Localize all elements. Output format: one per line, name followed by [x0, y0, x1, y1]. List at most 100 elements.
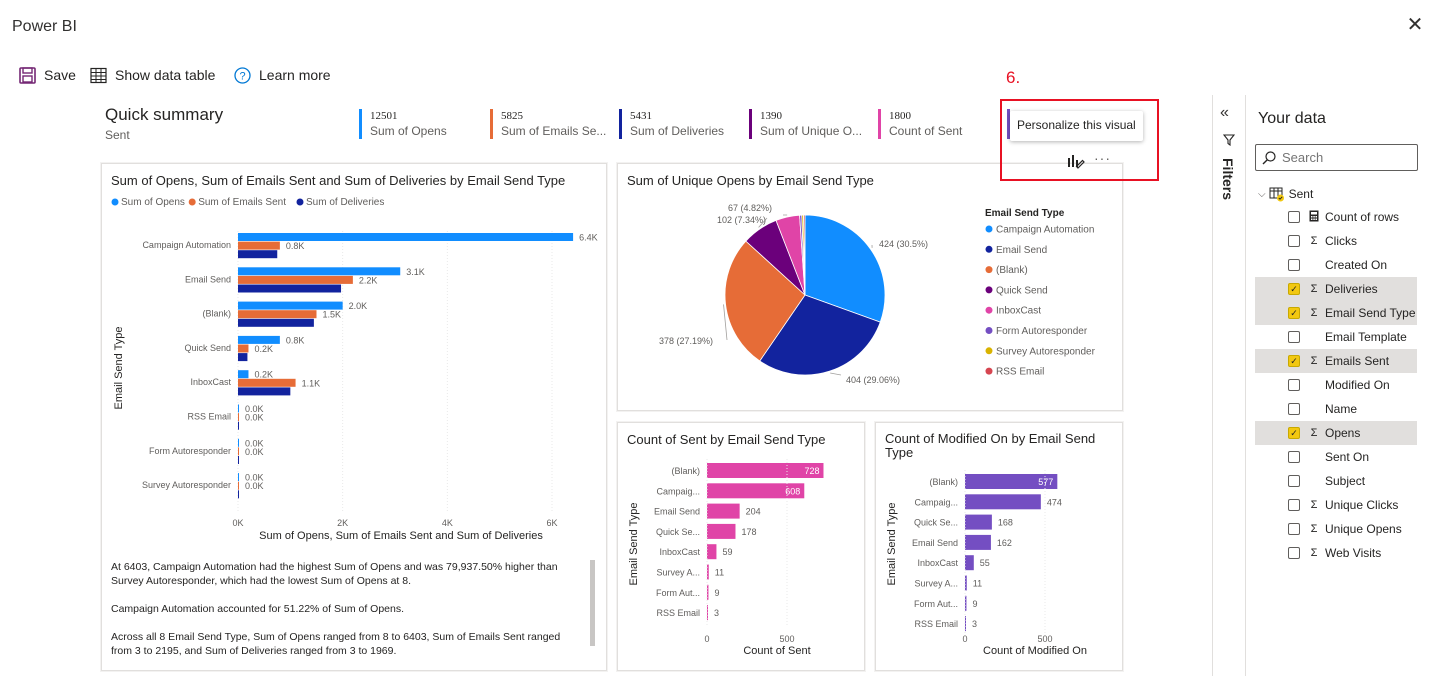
field-item[interactable]: Σ Unique Clicks — [1255, 493, 1417, 517]
checkbox[interactable] — [1288, 451, 1300, 463]
table-node-sent[interactable]: ⌵ Sent — [1258, 184, 1313, 204]
checkbox-checked[interactable]: ✓ — [1288, 307, 1300, 319]
y-tick-label: (Blank) — [671, 466, 700, 476]
legend-marker — [985, 327, 993, 334]
field-item[interactable]: Sent On — [1255, 445, 1417, 469]
field-item[interactable]: Subject — [1255, 469, 1417, 493]
legend-label: Email Send — [996, 245, 1047, 256]
chevron-down-icon[interactable]: ⌵ — [1258, 188, 1266, 200]
checkbox[interactable] — [1288, 475, 1300, 487]
field-item[interactable]: ✓ Σ Emails Sent — [1255, 349, 1417, 373]
bar — [707, 544, 717, 560]
y-tick-label: Survey A... — [656, 568, 700, 578]
checkbox[interactable] — [1288, 403, 1300, 415]
y-tick-label: RSS Email — [656, 608, 700, 618]
checkbox-checked[interactable]: ✓ — [1288, 427, 1300, 439]
legend-marker — [985, 367, 993, 375]
pie-slice — [804, 214, 886, 323]
check-icon: ✓ — [1290, 307, 1298, 318]
checkbox[interactable] — [1288, 379, 1300, 391]
legend-marker — [296, 198, 304, 206]
field-item[interactable]: Created On — [1255, 253, 1417, 277]
leader-line — [758, 217, 768, 228]
x-axis-title: Count of Modified On — [983, 645, 1087, 657]
narrative-scrollbar[interactable] — [590, 560, 595, 646]
data-label: 0.0K — [245, 438, 264, 448]
checkbox[interactable] — [1288, 331, 1300, 343]
checkbox[interactable] — [1288, 523, 1300, 535]
data-label: 11 — [973, 579, 982, 589]
data-label: 102 (7.34%) — [717, 215, 766, 225]
data-label: 178 — [741, 527, 756, 537]
y-tick-label: InboxCast — [659, 547, 700, 557]
bar — [238, 275, 353, 284]
filter-icon[interactable] — [1223, 134, 1235, 146]
x-tick-label: 4K — [442, 518, 453, 528]
checkbox[interactable] — [1288, 235, 1300, 247]
field-search[interactable] — [1255, 144, 1418, 171]
bar — [707, 463, 824, 478]
field-label: Clicks — [1325, 234, 1357, 248]
data-label: 0.0K — [245, 481, 264, 491]
legend-marker — [985, 347, 993, 355]
field-item[interactable]: Name — [1255, 397, 1417, 421]
learn-more-button[interactable]: ? Learn more — [234, 64, 331, 86]
collapse-pane-icon[interactable]: « — [1220, 104, 1229, 121]
bar — [965, 474, 1058, 489]
more-options-icon[interactable]: ··· — [1094, 150, 1111, 166]
data-label: 0.2K — [254, 344, 273, 354]
field-item[interactable]: Σ Unique Opens — [1255, 517, 1417, 541]
legend-label: Quick Send — [996, 285, 1048, 296]
data-label: 162 — [997, 538, 1012, 548]
kpi-card[interactable]: 12501 Sum of Opens — [359, 109, 477, 139]
narrative-paragraph: Across all 8 Email Send Type, Sum of Ope… — [111, 631, 561, 657]
count-of-modified-visual[interactable]: Count of Modified On by Email Send Type — [875, 422, 1123, 671]
kpi-card[interactable]: 5825 Sum of Emails Se... — [490, 109, 608, 139]
data-label: 577 — [1038, 477, 1053, 487]
checkbox[interactable] — [1288, 547, 1300, 559]
filters-pane-tab[interactable]: Filters — [1212, 158, 1246, 218]
checkbox-checked[interactable]: ✓ — [1288, 283, 1300, 295]
save-button[interactable]: Save — [19, 64, 76, 86]
legend-label: Sum of Emails Sent — [198, 197, 286, 208]
field-item[interactable]: Modified On — [1255, 373, 1417, 397]
field-label: Email Template — [1325, 330, 1407, 344]
field-item[interactable]: ✓ Σ Opens — [1255, 421, 1417, 445]
search-input[interactable] — [1282, 150, 1402, 165]
field-item[interactable]: Σ Clicks — [1255, 229, 1417, 253]
close-button[interactable]: ✕ — [1406, 14, 1424, 36]
legend-label: Sum of Deliveries — [306, 197, 384, 208]
checkbox[interactable] — [1288, 499, 1300, 511]
data-label: 168 — [998, 518, 1013, 528]
bar — [707, 503, 740, 519]
x-tick-label: 500 — [779, 634, 794, 644]
field-item[interactable]: Count of rows — [1255, 205, 1417, 229]
kpi-card[interactable]: 1390 Sum of Unique O... — [749, 109, 867, 139]
kpi-card[interactable]: 1800 Count of Sent — [878, 109, 978, 139]
field-item[interactable]: Email Template — [1255, 325, 1417, 349]
pie-slice — [803, 214, 806, 296]
personalize-visual-icon[interactable] — [1065, 152, 1085, 170]
field-item[interactable]: Σ Web Visits — [1255, 541, 1417, 565]
count-of-modified-chart: (Blank) 577 Campaig... 474 Quick Se... 168 Ema… — [886, 470, 1087, 657]
field-label: Unique Opens — [1325, 522, 1402, 536]
checkbox[interactable] — [1288, 259, 1300, 271]
data-label: 0.8K — [286, 241, 305, 251]
field-label: Count of rows — [1325, 210, 1400, 224]
kpi-value: 5825 — [501, 110, 523, 122]
clustered-bar-visual[interactable]: Sum of Opens, Sum of Emails Sent and Sum… — [101, 163, 607, 671]
checkbox-checked[interactable]: ✓ — [1288, 355, 1300, 367]
kpi-card[interactable]: 5431 Sum of Deliveries — [619, 109, 737, 139]
bar — [238, 421, 239, 430]
legend-label: Campaign Automation — [996, 225, 1094, 236]
bar — [238, 353, 248, 362]
bar — [238, 378, 296, 387]
pie-slice — [724, 240, 806, 362]
count-of-sent-visual[interactable]: Count of Sent by Email Send Type — [617, 422, 865, 671]
checkbox[interactable] — [1288, 211, 1300, 223]
data-label: 59 — [722, 547, 732, 557]
show-data-table-button[interactable]: Show data table — [90, 64, 215, 86]
field-item[interactable]: ✓ Σ Deliveries — [1255, 277, 1417, 301]
field-item[interactable]: ✓ Σ Email Send Type — [1255, 301, 1417, 325]
y-tick-label: Form Aut... — [656, 588, 700, 598]
